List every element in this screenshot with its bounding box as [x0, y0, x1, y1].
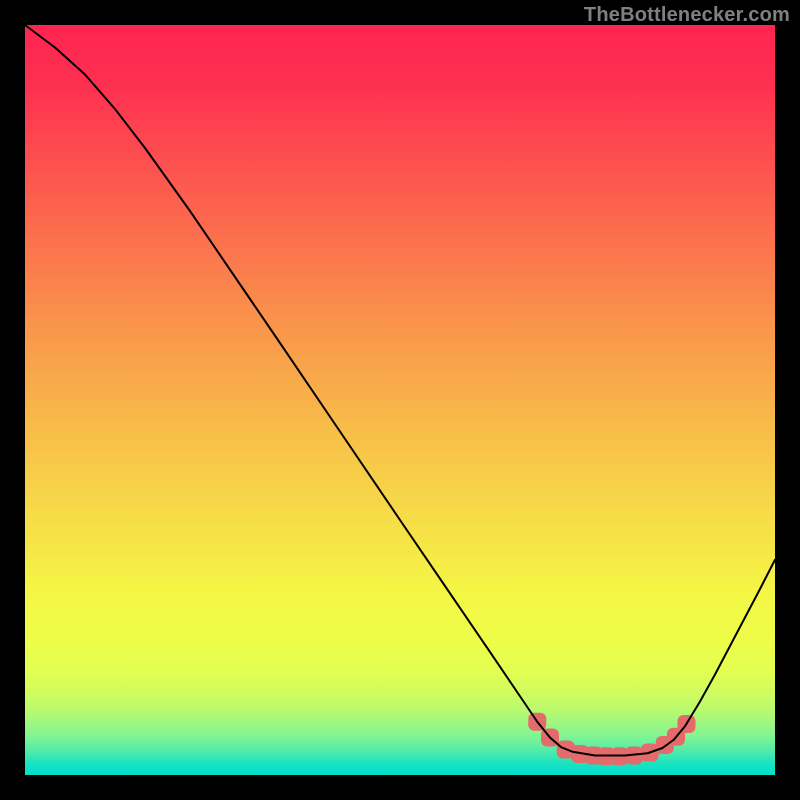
chart-svg: [0, 0, 800, 800]
bottleneck-curve: [25, 25, 775, 756]
chart-canvas: TheBottlenecker.com: [0, 0, 800, 800]
